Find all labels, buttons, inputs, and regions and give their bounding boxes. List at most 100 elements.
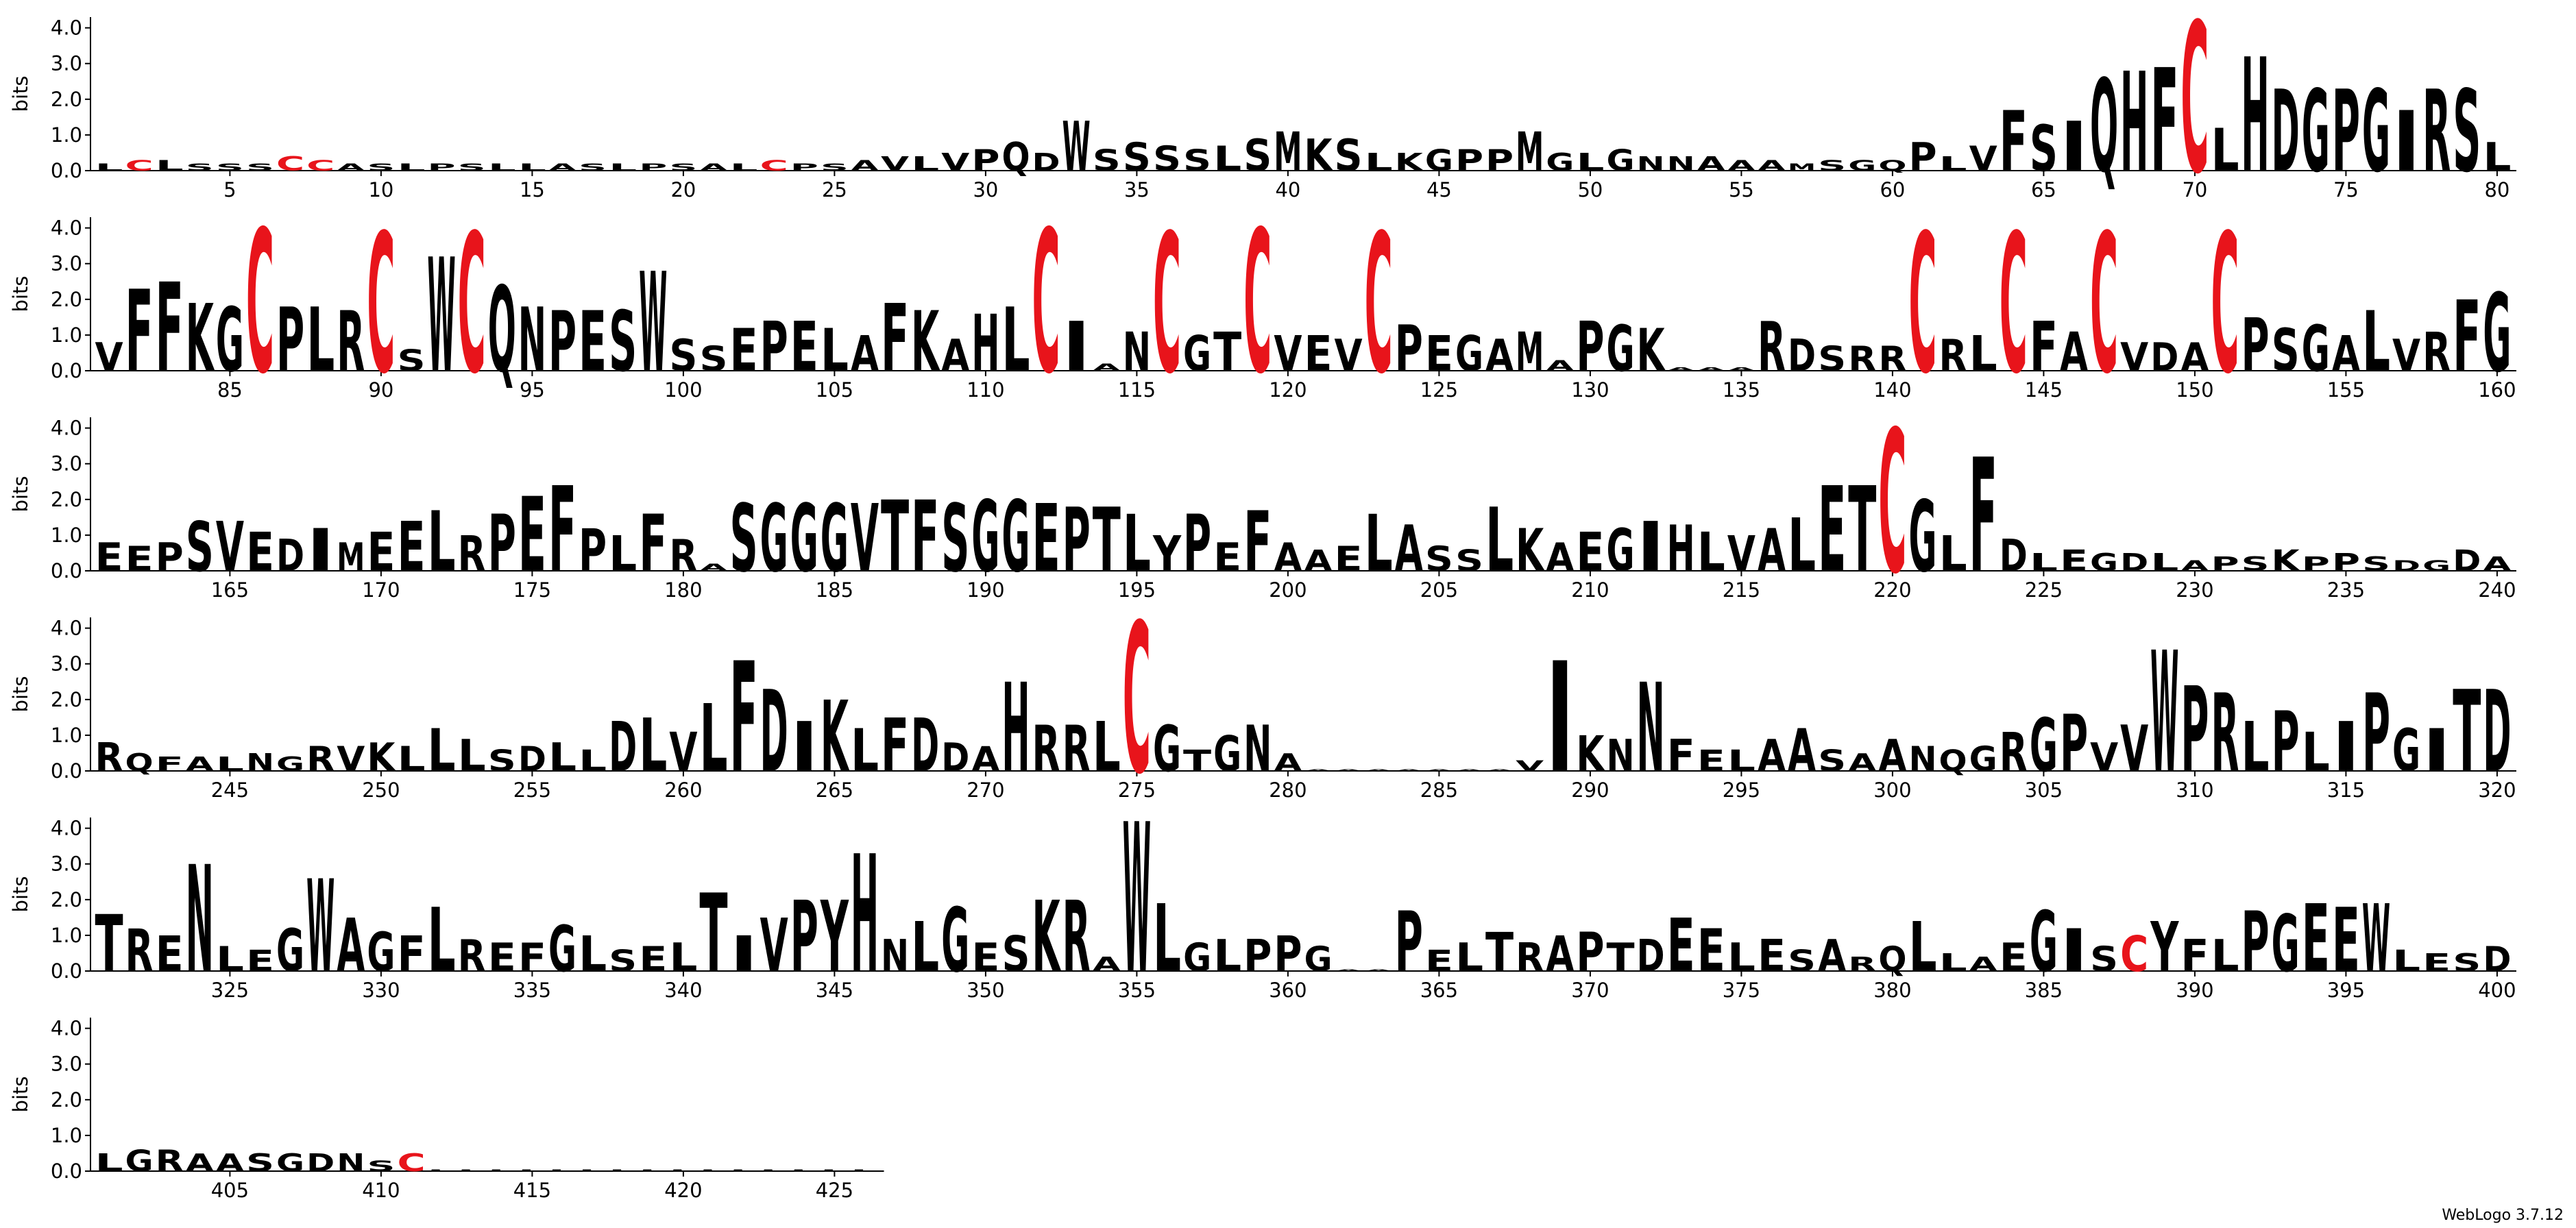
logo-letter: A	[1365, 769, 1393, 772]
logo-letter: L	[2241, 709, 2270, 788]
logo-letter: A	[1546, 535, 1574, 580]
x-tick-label: 310	[2176, 778, 2213, 802]
logo-letter: L	[760, 1169, 788, 1172]
logo-letter: I	[2392, 94, 2420, 191]
x-tick-label: 280	[1269, 778, 1307, 802]
x-tick-label: 25	[822, 178, 847, 201]
x-tick-label: 175	[513, 578, 551, 602]
logo-letter: W	[1123, 780, 1151, 1020]
logo-letter: L	[428, 1169, 456, 1172]
logo-letter: F	[1969, 426, 1997, 609]
logo-letter: V	[1274, 326, 1302, 382]
logo-letter: G	[760, 484, 788, 593]
logo-letter: L	[458, 1169, 486, 1172]
logo-letter: G	[2030, 704, 2058, 789]
logo-letter: I	[306, 517, 335, 585]
logo-letter: E	[1697, 744, 1725, 778]
logo-letter: D	[518, 739, 546, 779]
logo-letter: E	[1576, 522, 1604, 585]
logo-letter: E	[367, 522, 395, 585]
logo-letter: S	[186, 162, 214, 173]
logo-letter: Q	[488, 262, 516, 399]
logo-letter: A	[2060, 322, 2088, 384]
logo-letter: R	[1878, 339, 1906, 379]
logo-letter: R	[1062, 713, 1091, 787]
logo-letter: N	[518, 288, 546, 392]
x-tick-label: 365	[1420, 979, 1458, 1002]
logo-letter: G	[2090, 549, 2118, 577]
logo-letter: A	[1304, 544, 1332, 578]
logo-letter: S	[669, 162, 697, 173]
logo-letter: L	[1939, 526, 1967, 582]
logo-letter: A	[2332, 326, 2360, 382]
logo-letter: A	[851, 158, 879, 175]
logo-letter: L	[216, 752, 244, 775]
logo-letter: G	[276, 918, 304, 985]
logo-letter: F	[881, 704, 909, 789]
logo-letter: P	[1062, 489, 1091, 592]
x-tick-label: 65	[2031, 178, 2056, 201]
logo-letter: C	[1908, 195, 1936, 417]
x-tick-label: 375	[1723, 979, 1760, 1002]
logo-letter: A	[1818, 930, 1846, 981]
logo-letter: F	[1667, 730, 1695, 781]
x-tick-label: 230	[2176, 578, 2213, 602]
logo-letter: A	[1546, 358, 1574, 375]
logo-letter: C	[306, 158, 335, 175]
logo-letter: W	[2362, 885, 2390, 993]
logo-letter: A	[1335, 969, 1363, 972]
logo-letter: Y	[1152, 526, 1182, 582]
logo-letter: R	[458, 526, 486, 582]
y-tick-label: 1.0	[51, 323, 82, 347]
logo-letter: K	[186, 284, 215, 393]
logo-letter: G	[2483, 271, 2511, 396]
logo-letter: F	[730, 631, 758, 807]
logo-letter: D	[2000, 530, 2028, 581]
x-tick-label: 130	[1571, 378, 1609, 402]
logo-letter: A	[1878, 730, 1906, 781]
logo-letter: P	[790, 162, 818, 173]
y-tick-label: 0.0	[51, 159, 82, 182]
logo-letter: G	[2362, 66, 2390, 198]
logo-letter: L	[1213, 138, 1241, 179]
logo-letter: T	[1606, 935, 1635, 981]
logo-letter: L	[1939, 949, 1967, 977]
logo-letter: S	[1123, 134, 1151, 180]
y-axis-label: bits	[9, 676, 32, 713]
logo-letter: C	[1123, 580, 1151, 820]
logo-letter: C	[760, 158, 788, 175]
logo-letter: A	[1667, 366, 1696, 371]
logo-letter: F	[2453, 280, 2481, 394]
logo-letter: S	[1153, 138, 1181, 179]
x-tick-label: 370	[1571, 979, 1609, 1002]
logo-letter: G	[1183, 326, 1211, 382]
logo-letter: R	[1758, 308, 1786, 388]
logo-letter: W	[306, 854, 335, 1002]
logo-letter: L	[851, 717, 879, 785]
x-tick-label: 330	[362, 979, 400, 1002]
x-tick-label: 50	[1577, 178, 1603, 201]
logo-letter: Q	[1878, 158, 1906, 175]
logo-letter: V	[2392, 330, 2420, 381]
logo-letter: S	[730, 484, 758, 593]
logo-letter: V	[760, 904, 788, 989]
logo-letter: C	[2090, 195, 2118, 417]
logo-letter: H	[2241, 26, 2270, 208]
logo-letter: S	[2272, 317, 2300, 385]
logo-letter: L	[428, 889, 456, 992]
x-tick-label: 155	[2327, 378, 2365, 402]
logo-letter: S	[669, 330, 697, 381]
y-axis-label: bits	[9, 876, 32, 913]
logo-letter: L	[730, 162, 758, 173]
logo-letter: H	[851, 822, 879, 1009]
logo-letter: L	[1788, 504, 1816, 589]
logo-letter: C	[1243, 188, 1272, 417]
logo-letter: S	[1425, 539, 1453, 579]
x-tick-label: 30	[973, 178, 998, 201]
logo-letter: V	[337, 739, 365, 779]
logo-letter: C	[1032, 188, 1060, 417]
logo-letter: M	[1274, 122, 1302, 184]
logo-letter: A	[1455, 769, 1483, 772]
logo-letter: K	[1304, 130, 1333, 181]
logo-letter: R	[1939, 330, 1967, 381]
